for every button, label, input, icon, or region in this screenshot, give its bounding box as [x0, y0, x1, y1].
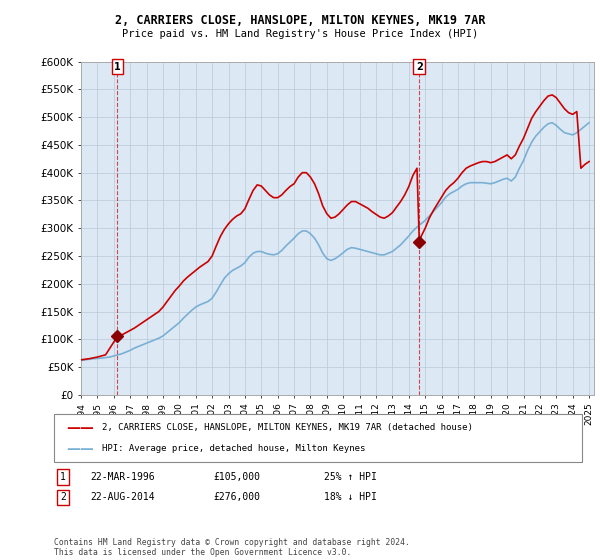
Text: 25% ↑ HPI: 25% ↑ HPI	[324, 472, 377, 482]
Text: Contains HM Land Registry data © Crown copyright and database right 2024.
This d: Contains HM Land Registry data © Crown c…	[54, 538, 410, 557]
Text: 22-MAR-1996: 22-MAR-1996	[90, 472, 155, 482]
FancyBboxPatch shape	[54, 414, 582, 462]
Text: £276,000: £276,000	[213, 492, 260, 502]
Text: 18% ↓ HPI: 18% ↓ HPI	[324, 492, 377, 502]
Text: Price paid vs. HM Land Registry's House Price Index (HPI): Price paid vs. HM Land Registry's House …	[122, 29, 478, 39]
Text: 2, CARRIERS CLOSE, HANSLOPE, MILTON KEYNES, MK19 7AR (detached house): 2, CARRIERS CLOSE, HANSLOPE, MILTON KEYN…	[102, 423, 473, 432]
Text: 2: 2	[416, 62, 422, 72]
Text: 1: 1	[60, 472, 66, 482]
Text: 22-AUG-2014: 22-AUG-2014	[90, 492, 155, 502]
Text: HPI: Average price, detached house, Milton Keynes: HPI: Average price, detached house, Milt…	[102, 444, 365, 453]
Text: 1: 1	[114, 62, 121, 72]
Text: 2, CARRIERS CLOSE, HANSLOPE, MILTON KEYNES, MK19 7AR: 2, CARRIERS CLOSE, HANSLOPE, MILTON KEYN…	[115, 14, 485, 27]
Text: ——: ——	[66, 421, 94, 435]
Text: ——: ——	[66, 442, 94, 456]
Text: 2: 2	[60, 492, 66, 502]
Text: £105,000: £105,000	[213, 472, 260, 482]
